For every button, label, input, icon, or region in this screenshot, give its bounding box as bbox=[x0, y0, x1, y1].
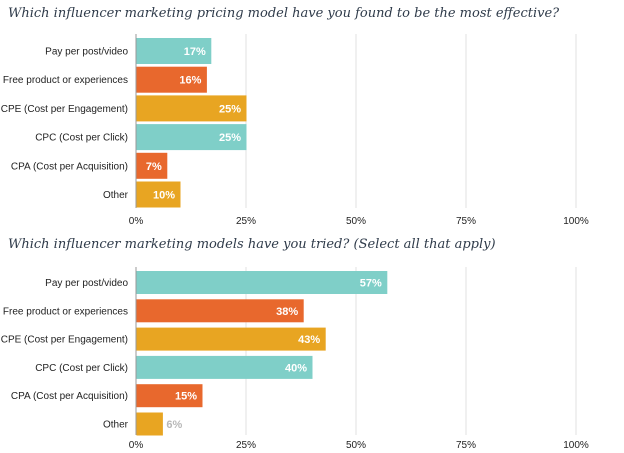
data-label: 6% bbox=[166, 419, 182, 431]
bar bbox=[136, 38, 212, 64]
x-tick-label: 25% bbox=[236, 440, 256, 451]
category-label: CPE (Cost per Engagement) bbox=[1, 335, 128, 346]
category-label: CPE (Cost per Engagement) bbox=[1, 104, 128, 115]
bar bbox=[136, 181, 181, 208]
category-label: CPC (Cost per Click) bbox=[35, 133, 128, 144]
bar bbox=[136, 95, 247, 122]
category-label: CPA (Cost per Acquisition) bbox=[11, 161, 128, 172]
category-label: CPC (Cost per Click) bbox=[35, 363, 128, 374]
data-label: 25% bbox=[219, 132, 241, 144]
category-label: Other bbox=[103, 420, 129, 431]
data-label: 38% bbox=[276, 306, 298, 318]
chart-2-title: Which influencer marketing models have y… bbox=[8, 237, 496, 252]
category-label: Free product or experiences bbox=[3, 306, 128, 317]
data-label: 17% bbox=[184, 46, 206, 58]
data-label: 7% bbox=[146, 161, 162, 173]
chart-1-plot: 0% 25% 50% 75% 100% Pay per post/video 17% Free… bbox=[1, 34, 589, 227]
chart-1-title: Which influencer marketing pricing model… bbox=[8, 6, 560, 21]
category-label: CPA (Cost per Acquisition) bbox=[11, 391, 128, 402]
x-tick-label: 0% bbox=[129, 440, 144, 451]
bar bbox=[136, 152, 168, 179]
bar bbox=[136, 384, 203, 408]
category-label: Free product or experiences bbox=[3, 75, 128, 86]
x-tick-label: 50% bbox=[346, 440, 366, 451]
bar bbox=[136, 66, 207, 93]
bar bbox=[136, 412, 163, 436]
data-label: 43% bbox=[298, 334, 320, 346]
x-tick-label: 0% bbox=[129, 216, 144, 227]
category-label: Pay per post/video bbox=[45, 47, 128, 58]
x-tick-label: 100% bbox=[563, 216, 589, 227]
category-label: Pay per post/video bbox=[45, 278, 128, 289]
x-tick-label: 50% bbox=[346, 216, 366, 227]
bar bbox=[136, 327, 326, 351]
x-tick-label: 75% bbox=[456, 216, 476, 227]
bar bbox=[136, 299, 304, 323]
data-label: 25% bbox=[219, 103, 241, 115]
x-tick-label: 100% bbox=[563, 440, 589, 451]
bar bbox=[136, 271, 388, 294]
x-tick-label: 25% bbox=[236, 216, 256, 227]
category-label: Other bbox=[103, 190, 129, 201]
data-label: 10% bbox=[153, 190, 175, 202]
bar bbox=[136, 355, 313, 379]
data-label: 40% bbox=[285, 362, 307, 374]
data-label: 15% bbox=[175, 391, 197, 403]
bar bbox=[136, 124, 247, 151]
chart-2-plot: 0% 25% 50% 75% 100% Pay per post/video 57% Free… bbox=[1, 267, 589, 451]
data-label: 57% bbox=[360, 278, 382, 290]
x-tick-label: 75% bbox=[456, 440, 476, 451]
data-label: 16% bbox=[179, 75, 201, 87]
